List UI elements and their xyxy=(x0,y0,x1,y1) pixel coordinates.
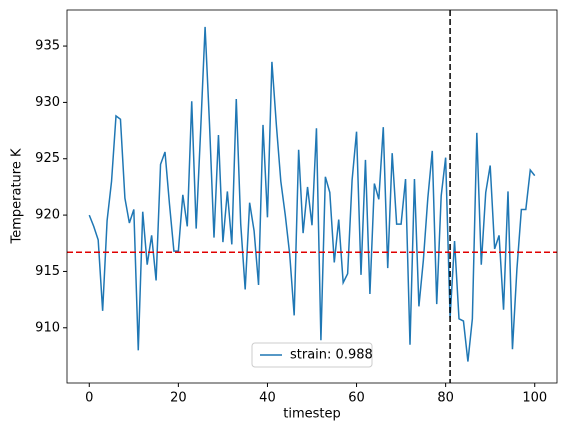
y-tick-label: 910 xyxy=(35,320,60,335)
x-tick-label: 20 xyxy=(170,391,187,406)
x-tick-label: 60 xyxy=(348,391,365,406)
plot-frame xyxy=(66,9,558,384)
y-tick-label: 935 xyxy=(35,39,60,54)
y-tick-label: 930 xyxy=(35,95,60,110)
x-tick-label: 100 xyxy=(522,391,547,406)
y-axis-label: Temperature K xyxy=(10,148,25,244)
x-tick-label: 80 xyxy=(437,391,454,406)
y-tick-label: 915 xyxy=(35,264,60,279)
x-tick-label: 40 xyxy=(259,391,276,406)
legend-label: strain: 0.988 xyxy=(290,348,373,363)
data-line xyxy=(88,26,536,362)
x-tick-label: 0 xyxy=(85,391,93,406)
legend-box xyxy=(251,342,373,368)
y-tick-label: 925 xyxy=(35,151,60,166)
y-tick-label: 920 xyxy=(35,208,60,223)
x-axis-label: timestep xyxy=(283,407,341,422)
